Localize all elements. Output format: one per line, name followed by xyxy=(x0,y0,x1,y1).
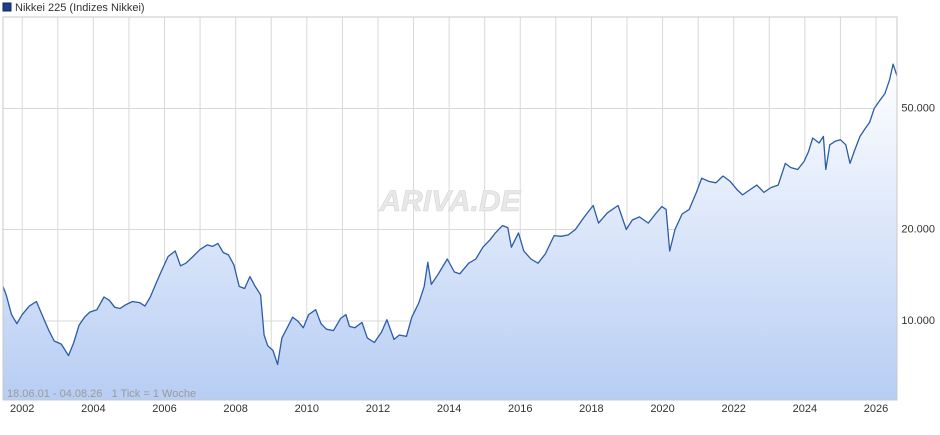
x-tick-label: 2002 xyxy=(10,403,34,415)
x-tick-label: 2018 xyxy=(579,403,603,415)
legend-swatch xyxy=(2,2,12,12)
x-tick-label: 2008 xyxy=(223,403,247,415)
x-tick-label: 2014 xyxy=(437,403,461,415)
x-tick-label: 2004 xyxy=(81,403,105,415)
range-note: 18.06.01 - 04.08.26 1 Tick = 1 Woche xyxy=(7,388,196,400)
area xyxy=(3,64,897,400)
line xyxy=(2,63,898,366)
x-tick-label: 2022 xyxy=(721,403,745,415)
y-tick-label: 10.000 xyxy=(901,315,935,327)
watermark: ARIVA.DE xyxy=(378,185,521,218)
y-tick-label: 20.000 xyxy=(901,223,935,235)
x-tick-label: 2026 xyxy=(864,403,888,415)
x-tick-label: 2012 xyxy=(366,403,390,415)
plot-area xyxy=(2,17,898,400)
x-tick-label: 2020 xyxy=(650,403,674,415)
x-tick-label: 2024 xyxy=(793,403,817,415)
legend-label: Nikkei 225 (Indizes Nikkei) xyxy=(15,2,145,14)
x-tick-label: 2006 xyxy=(152,403,176,415)
x-tick-label: 2016 xyxy=(508,403,532,415)
x-tick-label: 2010 xyxy=(295,403,319,415)
y-tick-label: 50.000 xyxy=(901,102,935,114)
plot-frame xyxy=(2,16,898,401)
